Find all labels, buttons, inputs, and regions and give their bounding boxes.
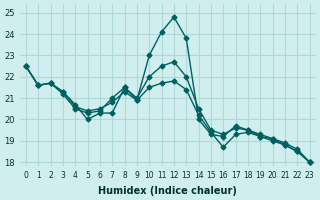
- X-axis label: Humidex (Indice chaleur): Humidex (Indice chaleur): [98, 186, 237, 196]
